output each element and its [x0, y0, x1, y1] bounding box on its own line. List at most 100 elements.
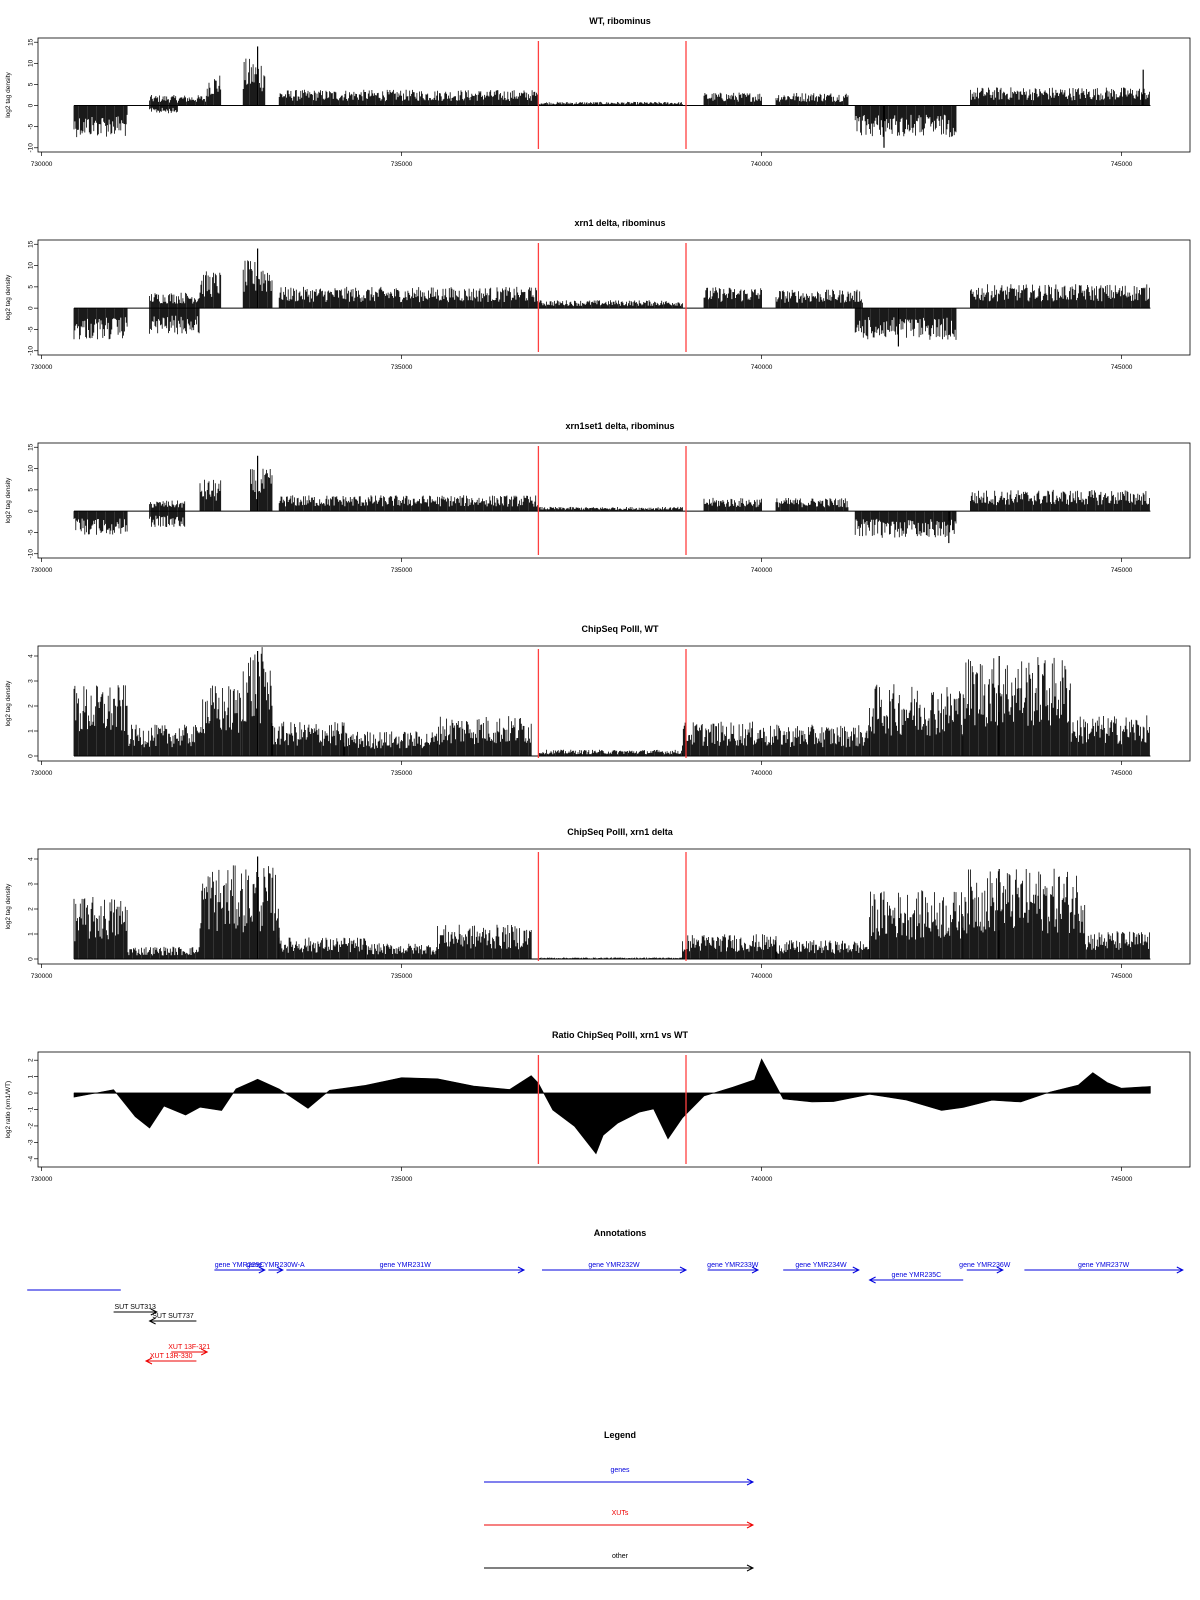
x-tick-label: 730000 [31, 567, 53, 574]
gene-arrowhead [868, 1276, 876, 1284]
xut-label: XUT 13R-330 [150, 1353, 193, 1360]
y-tick-label: -4 [28, 1156, 35, 1162]
panel-title: Ratio ChipSeq PolII, xrn1 vs WT [552, 1030, 689, 1040]
panel-title: xrn1set1 delta, ribominus [565, 421, 674, 431]
y-tick-label: 0 [28, 103, 35, 107]
signal-segment [682, 934, 777, 959]
signal-segment [970, 489, 1150, 512]
signal-segment [343, 731, 438, 756]
signal-segment [149, 308, 200, 335]
signal-segment [538, 749, 683, 756]
signal-segment [149, 95, 207, 106]
signal-segment [970, 284, 1150, 309]
signal-segment [962, 868, 1086, 959]
y-tick-label: 0 [28, 754, 35, 758]
panel-title: ChipSeq PolII, xrn1 delta [567, 827, 674, 837]
legend-arrowhead [746, 1564, 755, 1572]
x-tick-label: 730000 [31, 364, 53, 371]
signal-segment [199, 271, 222, 309]
gene-label: gene YMR237W [1078, 1262, 1130, 1269]
gene-label: gene YMR231W [380, 1262, 432, 1269]
annotations-title: Annotations [594, 1228, 647, 1238]
y-tick-label: 2 [28, 1058, 35, 1062]
signal-segment [250, 468, 273, 512]
signal-segment [854, 105, 957, 138]
x-tick-label: 740000 [751, 973, 773, 980]
signal-segment [682, 721, 762, 756]
signal-segment [775, 940, 870, 959]
panel-1: WT, ribominus -10 -5 0 5 10 15 log2 tag density… [5, 16, 1191, 168]
sut-arrowhead [150, 1308, 158, 1316]
signal-segment [365, 943, 438, 959]
y-tick-label: 0 [28, 306, 35, 310]
xut-arrowhead [144, 1357, 153, 1365]
legend-title: Legend [604, 1430, 636, 1440]
signal-segment [278, 495, 539, 512]
signal-segment [703, 92, 762, 106]
signal-segment [538, 300, 683, 309]
legend: Legend genes XUTs other [484, 1430, 755, 1572]
xut-arrowhead [200, 1348, 209, 1356]
legend-label: XUTs [612, 1510, 629, 1517]
y-tick-label: -5 [28, 326, 35, 332]
y-tick-label: 4 [28, 654, 35, 658]
signal-segment [775, 93, 849, 106]
x-tick-label: 740000 [751, 161, 773, 168]
x-tick-label: 745000 [1111, 973, 1133, 980]
signal-segment [1085, 931, 1150, 959]
y-tick-label: -5 [28, 529, 35, 535]
y-tick-label: 2 [28, 907, 35, 911]
signal-segment [73, 308, 128, 340]
signal-segment [437, 924, 532, 959]
signal-segment [199, 685, 243, 756]
y-tick-label: -2 [28, 1123, 35, 1129]
sut-label: SUT SUT313 [114, 1304, 156, 1311]
y-tick-label: 10 [28, 262, 35, 270]
x-tick-label: 745000 [1111, 364, 1133, 371]
plot-frame [37, 442, 1191, 559]
y-tick-label: 5 [28, 82, 35, 86]
signal-segment [538, 506, 683, 512]
signal-segment [73, 105, 128, 138]
gene-label: gene YMR235C [892, 1272, 942, 1279]
legend-label: other [612, 1553, 629, 1560]
signal-segment [199, 479, 222, 512]
y-tick-label: 1 [28, 1074, 35, 1078]
signal-segment [149, 105, 178, 114]
signal-segment [242, 647, 273, 756]
gene-label: gene YMR232W [588, 1262, 640, 1269]
gene-arrowhead [996, 1266, 1004, 1274]
x-tick-label: 745000 [1111, 161, 1133, 168]
x-tick-label: 735000 [391, 770, 413, 777]
signal-segment [869, 890, 964, 959]
signal-segment [73, 511, 128, 535]
signal-segment [127, 724, 200, 756]
x-tick-label: 740000 [751, 567, 773, 574]
panel-3: xrn1set1 delta, ribominus -10 -5 0 5 10 15 log2… [5, 421, 1191, 574]
signal-segment [962, 657, 1071, 756]
legend-arrowhead [746, 1478, 755, 1486]
y-axis-label: log2 tag density [5, 680, 12, 726]
signal-segment [271, 721, 345, 756]
sut-arrowhead [148, 1317, 156, 1325]
signal-segment [127, 946, 200, 959]
signal-segment [73, 897, 128, 959]
y-axis-label: log2 tag density [5, 883, 12, 929]
plot-frame [37, 645, 1191, 762]
signal-segment [703, 497, 762, 512]
y-tick-label: -5 [28, 123, 35, 129]
signal-segment [854, 511, 957, 538]
gene-arrowhead [258, 1266, 266, 1274]
panel-title: ChipSeq PolII, WT [582, 624, 659, 634]
signal-segment [538, 101, 683, 106]
gene-arrowhead [517, 1266, 526, 1274]
signal-segment [278, 89, 539, 106]
gene-label: gene YMR230W-A [247, 1262, 305, 1269]
plot-frame [37, 37, 1191, 153]
y-tick-label: 1 [28, 932, 35, 936]
signal-segment [242, 58, 266, 106]
y-tick-label: 10 [28, 465, 35, 473]
x-tick-label: 735000 [391, 973, 413, 980]
gene-label: gene YMR234W [795, 1262, 847, 1269]
signal-segment [703, 287, 762, 309]
